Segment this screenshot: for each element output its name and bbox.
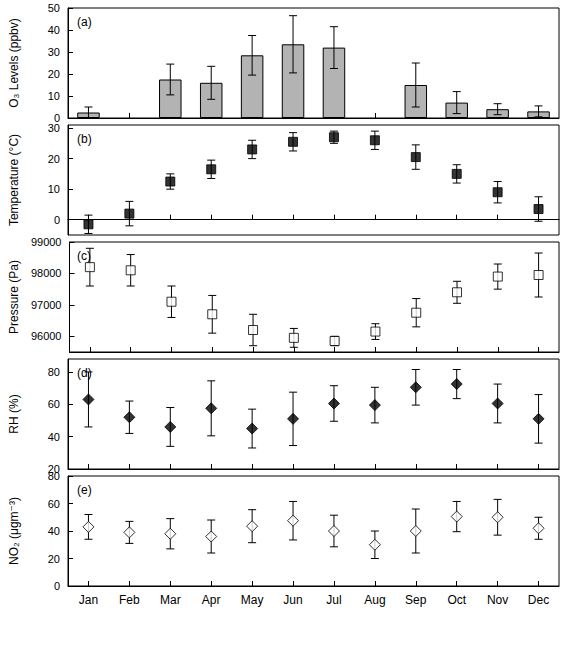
svg-text:96000: 96000 [31,330,62,342]
svg-text:60: 60 [48,498,60,510]
svg-text:0: 0 [54,580,60,592]
svg-text:50: 50 [48,2,60,14]
svg-text:Temperature (°C): Temperature (°C) [7,134,21,226]
svg-text:80: 80 [48,366,60,378]
svg-text:Jul: Jul [326,593,341,607]
svg-text:(c): (c) [77,249,91,263]
svg-text:(b): (b) [77,132,92,146]
svg-text:Oct: Oct [447,593,466,607]
svg-text:Feb: Feb [119,593,140,607]
svg-text:98000: 98000 [31,267,62,279]
svg-text:O₃ Levels (ppbv): O₃ Levels (ppbv) [7,18,21,108]
svg-text:20: 20 [48,68,60,80]
svg-text:Apr: Apr [202,593,221,607]
svg-text:Pressure (Pa): Pressure (Pa) [7,260,21,334]
svg-text:0: 0 [54,214,60,226]
svg-text:10: 10 [48,90,60,102]
svg-text:RH (%): RH (%) [7,394,21,433]
svg-text:40: 40 [48,431,60,443]
svg-text:Dec: Dec [528,593,549,607]
svg-text:Nov: Nov [487,593,508,607]
svg-text:(d): (d) [77,366,92,380]
svg-text:30: 30 [48,46,60,58]
svg-text:97000: 97000 [31,299,62,311]
svg-text:60: 60 [48,398,60,410]
svg-text:May: May [241,593,264,607]
svg-text:(a): (a) [77,15,92,29]
svg-text:99000: 99000 [31,236,62,248]
svg-text:40: 40 [48,525,60,537]
svg-text:Sep: Sep [405,593,427,607]
svg-text:10: 10 [48,183,60,195]
svg-text:0: 0 [53,112,60,124]
svg-text:80: 80 [48,470,60,482]
svg-text:(e): (e) [77,483,92,497]
svg-text:Jan: Jan [79,593,98,607]
svg-text:20: 20 [47,463,60,475]
svg-text:20: 20 [48,153,60,165]
svg-text:20: 20 [48,553,60,565]
svg-text:40: 40 [48,24,60,36]
svg-text:NO₂ (μgm⁻³): NO₂ (μgm⁻³) [7,497,21,565]
svg-text:Aug: Aug [364,593,385,607]
svg-text:Mar: Mar [160,593,181,607]
svg-text:Jun: Jun [283,593,302,607]
svg-text:30: 30 [48,122,60,134]
